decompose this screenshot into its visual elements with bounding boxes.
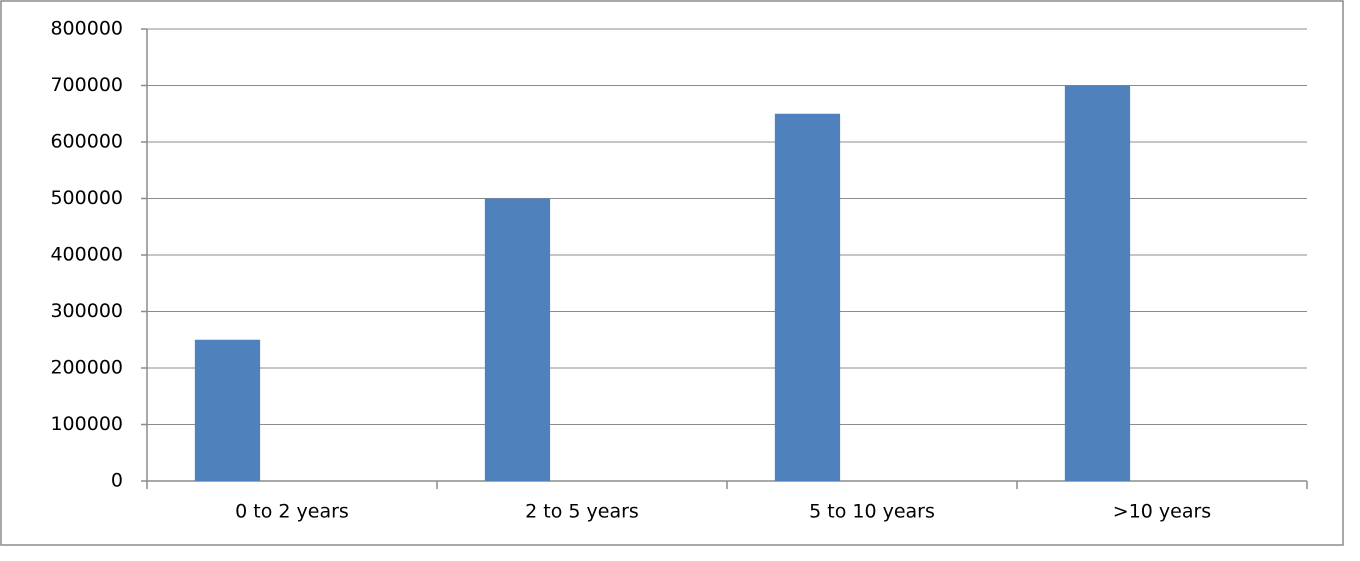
x-tick-label: 2 to 5 years bbox=[525, 501, 639, 523]
bar bbox=[774, 113, 841, 481]
y-tick-label: 800000 bbox=[50, 18, 123, 40]
x-tick-label: 0 to 2 years bbox=[235, 501, 349, 523]
x-tick-label: 5 to 10 years bbox=[809, 501, 935, 523]
bar bbox=[194, 339, 261, 481]
x-tick-label: >10 years bbox=[1113, 501, 1211, 523]
y-tick-label: 400000 bbox=[50, 244, 123, 266]
y-tick-label: 500000 bbox=[50, 187, 123, 209]
bar bbox=[1064, 85, 1131, 481]
y-tick-label: 700000 bbox=[50, 74, 123, 96]
bar bbox=[484, 198, 551, 481]
y-tick-label: 600000 bbox=[50, 131, 123, 153]
y-tick-label: 200000 bbox=[50, 357, 123, 379]
y-tick-label: 300000 bbox=[50, 300, 123, 322]
y-tick-label: 0 bbox=[111, 470, 123, 492]
y-tick-label: 100000 bbox=[50, 413, 123, 435]
